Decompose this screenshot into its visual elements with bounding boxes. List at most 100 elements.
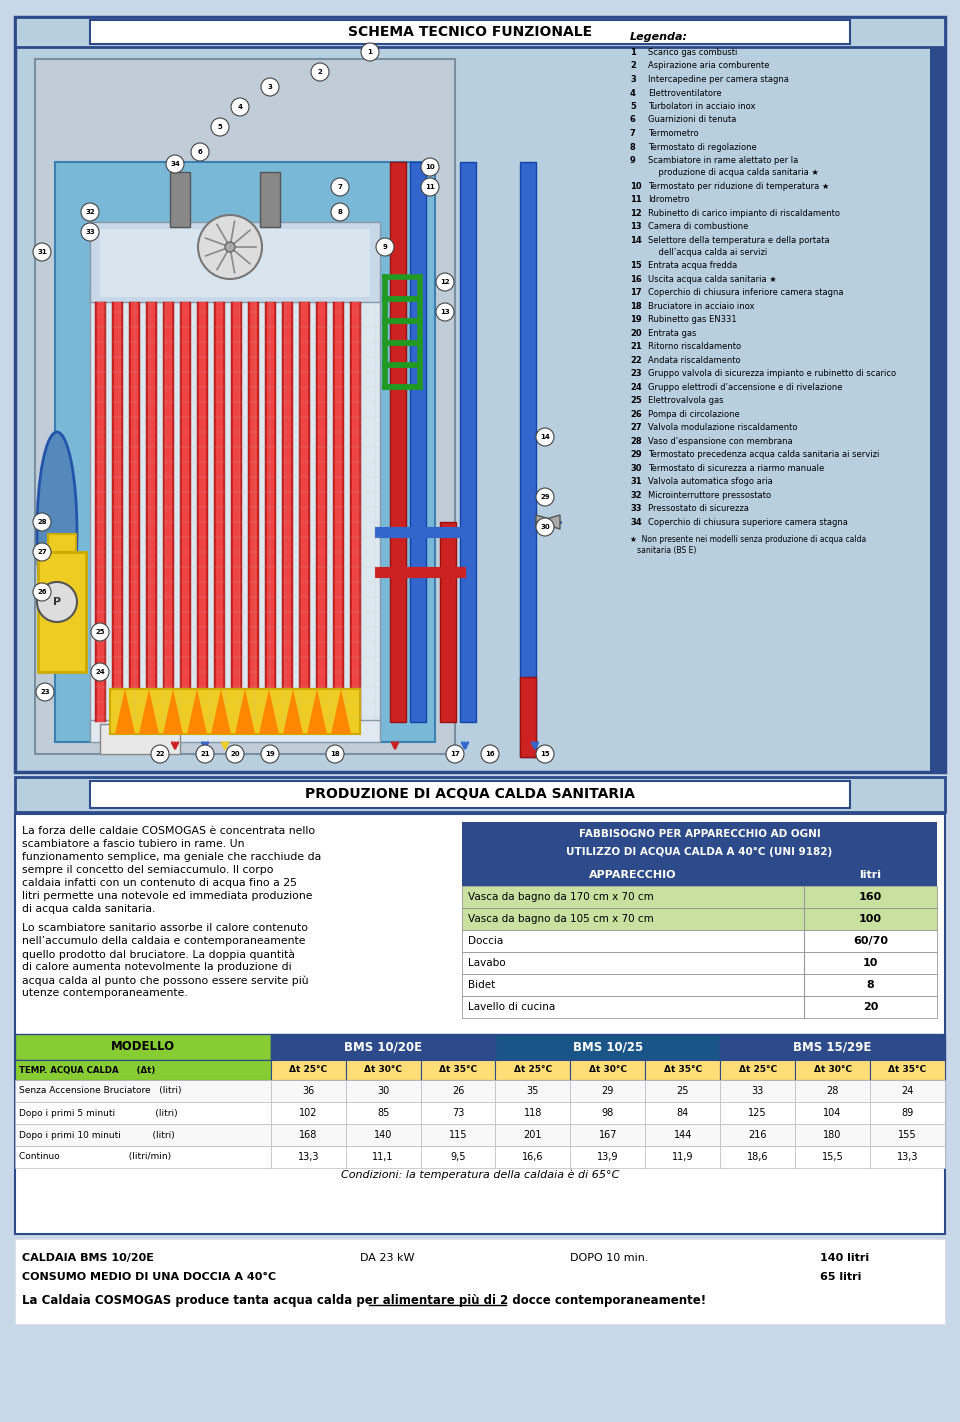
Bar <box>15 1059 271 1079</box>
Text: 60/70: 60/70 <box>853 936 888 946</box>
Text: 29: 29 <box>630 451 641 459</box>
Bar <box>462 822 937 865</box>
Bar <box>48 535 76 552</box>
Text: Δt 30°C: Δt 30°C <box>814 1065 852 1075</box>
Bar <box>645 1102 720 1123</box>
Circle shape <box>536 745 554 764</box>
Text: 84: 84 <box>677 1108 689 1118</box>
Text: 144: 144 <box>674 1130 692 1140</box>
Text: 30: 30 <box>630 464 641 472</box>
Text: 19: 19 <box>265 751 275 757</box>
Bar <box>260 172 280 228</box>
Text: Δt 30°C: Δt 30°C <box>364 1065 402 1075</box>
Bar <box>346 1123 420 1146</box>
Text: 32: 32 <box>85 209 95 215</box>
Bar <box>131 301 138 722</box>
Text: Elettroventilatore: Elettroventilatore <box>648 88 722 98</box>
Circle shape <box>211 118 229 137</box>
Text: Δt 25°C: Δt 25°C <box>514 1065 552 1075</box>
Bar <box>720 1102 795 1123</box>
Bar <box>390 162 406 722</box>
Text: Scarico gas combusti: Scarico gas combusti <box>648 48 737 57</box>
Bar <box>100 724 180 754</box>
Text: P: P <box>53 597 61 607</box>
Text: 22: 22 <box>630 356 641 365</box>
Bar <box>804 886 937 909</box>
Bar <box>90 720 380 742</box>
Text: 30: 30 <box>377 1086 389 1096</box>
Bar <box>795 1102 870 1123</box>
Text: Turbolatori in acciaio inox: Turbolatori in acciaio inox <box>648 102 756 111</box>
Text: 201: 201 <box>524 1130 542 1140</box>
Text: Termostato di regolazione: Termostato di regolazione <box>648 142 756 152</box>
Bar <box>15 1102 271 1123</box>
Text: Camera di combustione: Camera di combustione <box>648 222 749 232</box>
Circle shape <box>231 98 249 117</box>
Bar <box>15 776 945 812</box>
Bar <box>570 1059 645 1079</box>
Text: Lavabo: Lavabo <box>468 958 506 968</box>
Text: 3: 3 <box>630 75 636 84</box>
Text: Condizioni: la temperatura della caldaia è di 65°C: Condizioni: la temperatura della caldaia… <box>341 1170 619 1180</box>
Text: 11: 11 <box>630 195 641 205</box>
Bar <box>231 301 242 722</box>
Bar <box>15 17 945 47</box>
Bar <box>495 1059 570 1079</box>
Text: 167: 167 <box>599 1130 617 1140</box>
Bar <box>271 1123 346 1146</box>
Text: Vasca da bagno da 170 cm x 70 cm: Vasca da bagno da 170 cm x 70 cm <box>468 892 654 902</box>
Text: BMS 15/29E: BMS 15/29E <box>793 1041 872 1054</box>
Text: Bruciatore in acciaio inox: Bruciatore in acciaio inox <box>648 301 755 311</box>
Text: 30: 30 <box>540 523 550 530</box>
Text: 7: 7 <box>630 129 636 138</box>
Text: 35: 35 <box>527 1086 540 1096</box>
Text: Dopo i primi 10 minuti           (litri): Dopo i primi 10 minuti (litri) <box>19 1130 175 1139</box>
Text: 8: 8 <box>867 980 875 990</box>
Text: 27: 27 <box>630 424 641 432</box>
Bar <box>720 1034 945 1059</box>
Circle shape <box>421 158 439 176</box>
Text: di calore aumenta notevolmente la produzione di: di calore aumenta notevolmente la produz… <box>22 963 292 973</box>
Text: 13,3: 13,3 <box>298 1152 319 1162</box>
Bar <box>720 1059 795 1079</box>
Bar <box>95 301 106 722</box>
Text: Guarnizioni di tenuta: Guarnizioni di tenuta <box>648 115 736 125</box>
Text: Senza Accensione Bruciatore   (litri): Senza Accensione Bruciatore (litri) <box>19 1086 181 1095</box>
Text: 2: 2 <box>318 70 323 75</box>
Text: produzione di acqua calda sanitaria ★: produzione di acqua calda sanitaria ★ <box>648 168 819 178</box>
Bar <box>460 162 476 722</box>
Bar <box>299 301 310 722</box>
Polygon shape <box>139 690 159 734</box>
Text: scambiatore a fascio tubiero in rame. Un: scambiatore a fascio tubiero in rame. Un <box>22 839 245 849</box>
Text: Termostato precedenza acqua calda sanitaria ai servizi: Termostato precedenza acqua calda sanita… <box>648 451 879 459</box>
Text: 15: 15 <box>540 751 550 757</box>
Bar <box>182 301 189 722</box>
Bar <box>520 162 536 757</box>
Text: 31: 31 <box>630 478 641 486</box>
Circle shape <box>331 203 349 220</box>
Text: Gruppo elettrodi d’accensione e di rivelazione: Gruppo elettrodi d’accensione e di rivel… <box>648 383 843 392</box>
Text: Entrata gas: Entrata gas <box>648 328 696 338</box>
Text: 10: 10 <box>863 958 878 968</box>
Bar <box>495 1102 570 1123</box>
Text: 18: 18 <box>330 751 340 757</box>
Bar <box>570 1102 645 1123</box>
Text: 27: 27 <box>37 549 47 555</box>
Text: utenze contemporaneamente.: utenze contemporaneamente. <box>22 988 188 998</box>
Text: 17: 17 <box>630 289 641 297</box>
Text: Δt 25°C: Δt 25°C <box>289 1065 327 1075</box>
Bar <box>570 1123 645 1146</box>
Bar <box>271 1146 346 1167</box>
Bar <box>870 1123 945 1146</box>
Circle shape <box>536 518 554 536</box>
Text: SCHEMA TECNICO FUNZIONALE: SCHEMA TECNICO FUNZIONALE <box>348 26 592 38</box>
Text: 11,9: 11,9 <box>672 1152 693 1162</box>
Bar <box>645 1079 720 1102</box>
Bar <box>15 17 945 772</box>
Bar <box>271 1034 495 1059</box>
Circle shape <box>261 745 279 764</box>
Text: 4: 4 <box>237 104 243 109</box>
Bar <box>112 301 123 722</box>
Text: 118: 118 <box>524 1108 542 1118</box>
Bar <box>90 781 850 808</box>
